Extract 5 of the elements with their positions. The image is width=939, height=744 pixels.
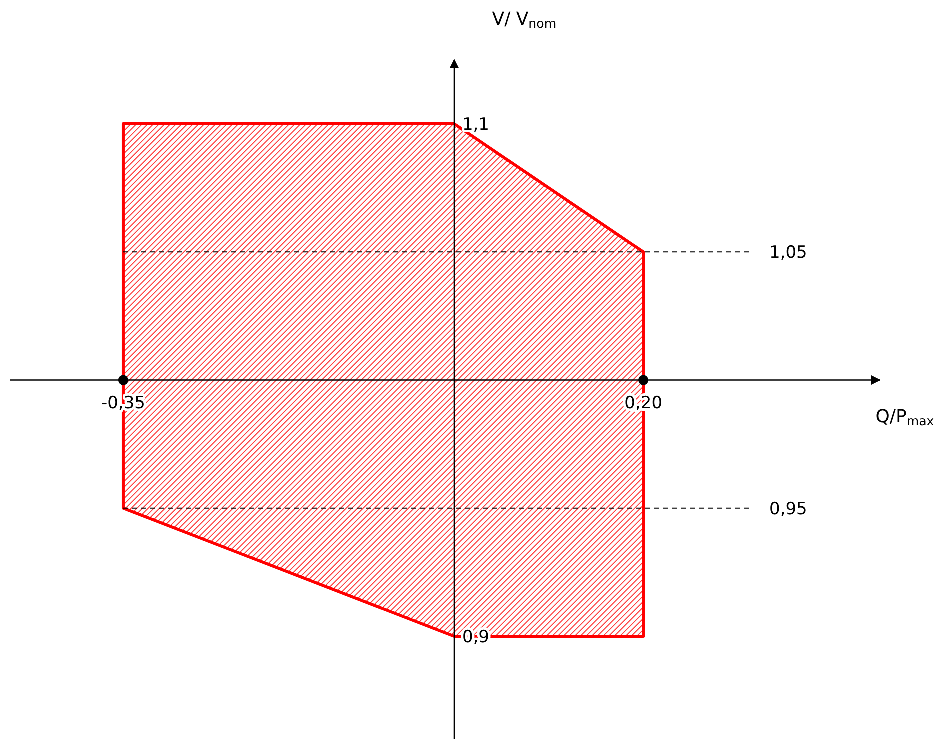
ref-line-label: 0,95 xyxy=(770,499,808,520)
x-axis-title: Q/P$_{max}$ xyxy=(876,406,935,428)
y-axis-title: V/ V$_{nom}$ xyxy=(492,9,557,31)
ref-line-label: 1,05 xyxy=(770,243,808,264)
y-tick-label: 1,1 xyxy=(462,115,490,136)
